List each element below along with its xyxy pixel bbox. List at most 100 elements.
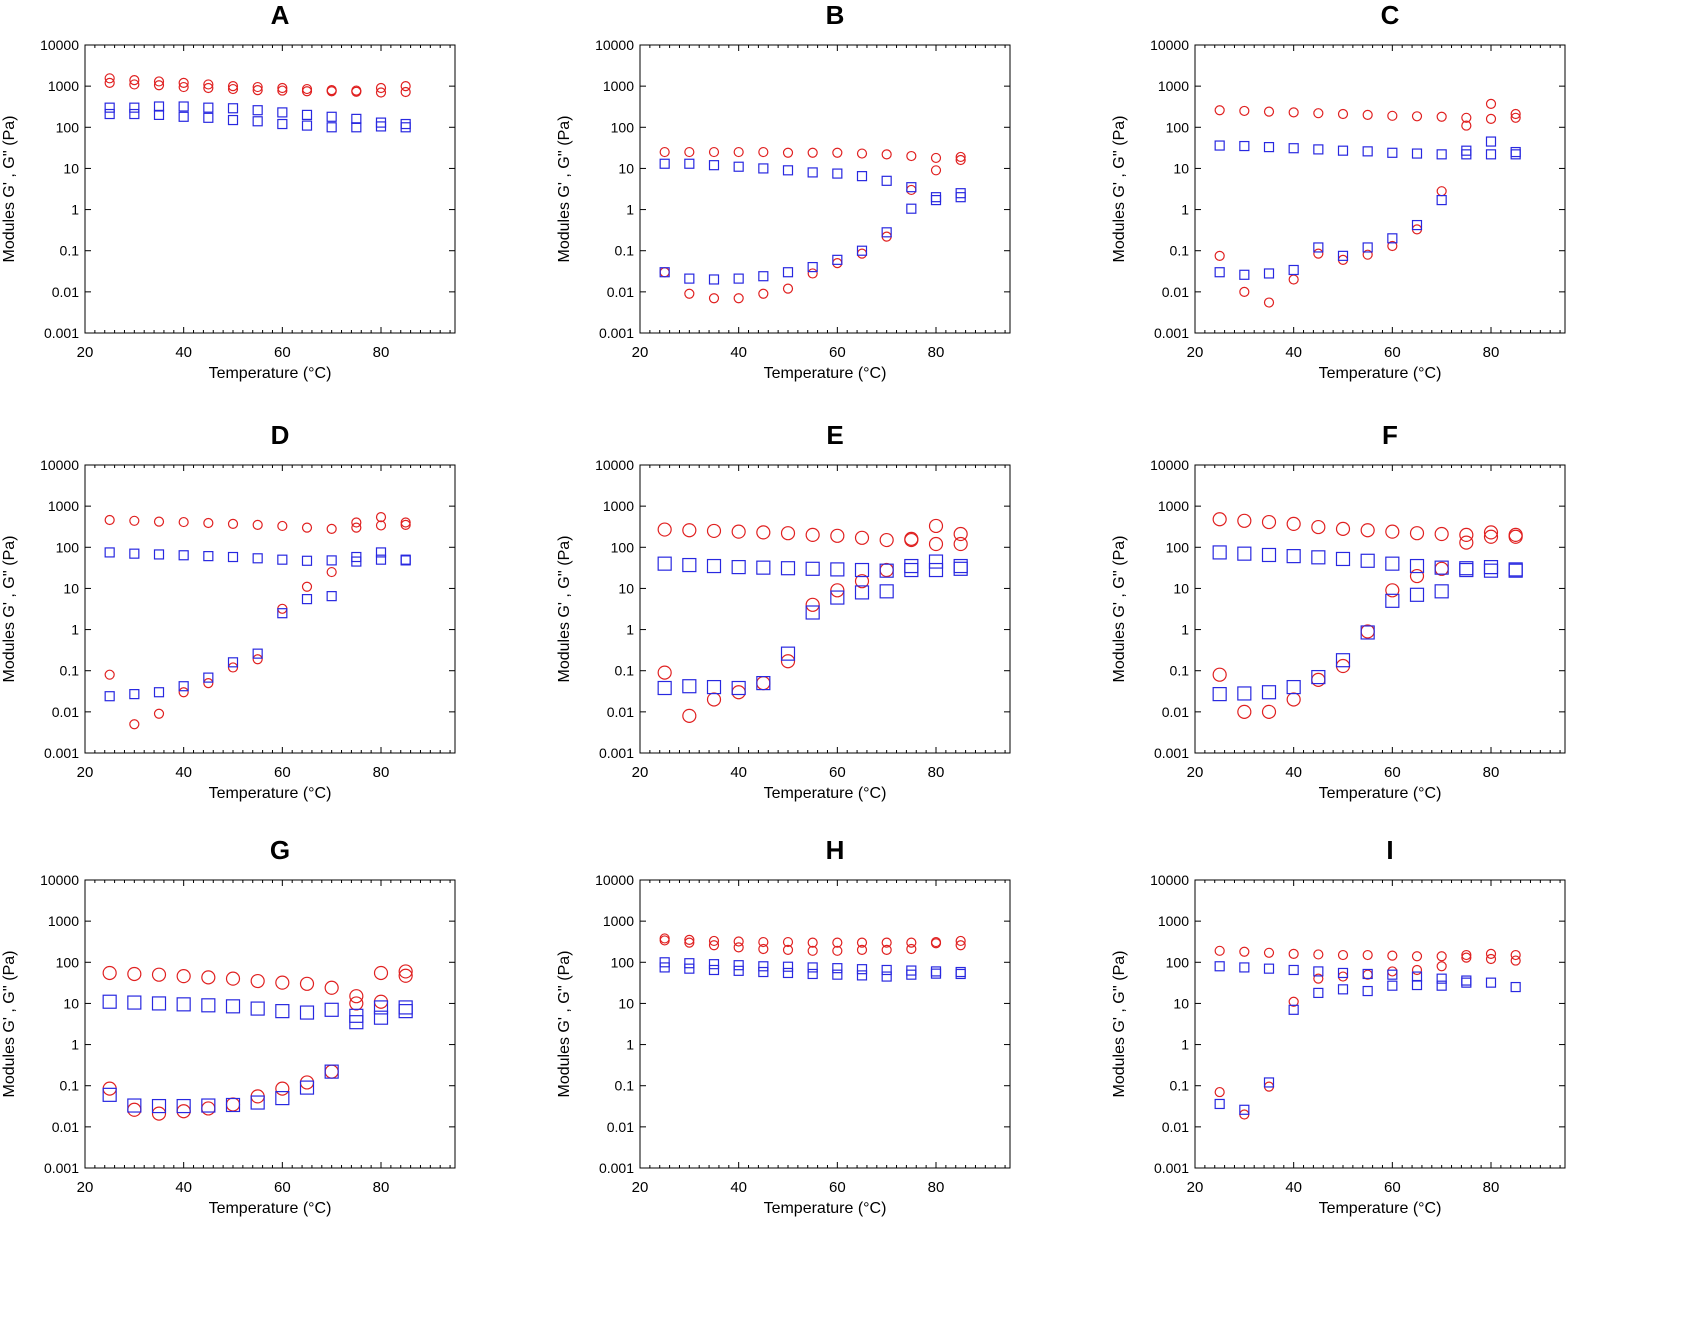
g-double-prime-point: [832, 969, 843, 980]
y-tick-label: 0.001: [44, 1160, 79, 1176]
g-prime-point: [1510, 955, 1521, 966]
g-double-prime-point: [953, 558, 968, 574]
y-tick-label: 0.1: [60, 663, 80, 679]
y-tick-label: 1: [626, 1037, 634, 1053]
x-tick-label: 20: [632, 764, 649, 781]
g-double-prime-point: [731, 559, 746, 575]
g-double-prime-point: [930, 192, 942, 203]
g-double-prime-point: [782, 267, 794, 278]
g-prime-point: [398, 964, 413, 979]
g-double-prime-point: [201, 1098, 216, 1113]
g-double-prime-point: [1313, 966, 1324, 977]
g-prime-point: [1510, 108, 1521, 120]
x-tick-label: 40: [175, 764, 192, 781]
g-double-prime-point: [351, 113, 362, 124]
g-prime-point: [375, 87, 387, 98]
g-prime-point: [178, 81, 189, 93]
g-prime-point: [1214, 1086, 1225, 1098]
g-prime-point: [129, 515, 140, 526]
g-double-prime-point: [856, 970, 868, 981]
g-prime-point: [1387, 240, 1398, 252]
g-double-prime-point: [129, 689, 140, 700]
g-prime-point: [129, 75, 140, 86]
g-double-prime-point: [1337, 967, 1349, 979]
g-double-prime-point: [1434, 560, 1449, 575]
g-double-prime-point: [807, 167, 818, 178]
g-prime-point: [807, 147, 818, 158]
g-prime-point: [178, 516, 189, 528]
g-prime-point: [708, 293, 720, 304]
y-tick-label: 0.001: [1154, 745, 1189, 761]
y-tick-label: 10000: [40, 457, 79, 473]
g-double-prime-point: [854, 585, 870, 600]
y-axis-label: Modules G' , G'' (Pa): [1111, 116, 1128, 263]
g-double-prime-point: [250, 1001, 265, 1016]
g-double-prime-point: [832, 168, 843, 179]
g-prime-point: [127, 1102, 142, 1117]
g-prime-point: [1313, 949, 1324, 960]
g-double-prime-point: [1286, 679, 1301, 695]
g-prime-point: [1411, 111, 1423, 122]
y-tick-label: 0.01: [52, 704, 79, 720]
g-double-prime-point: [1288, 143, 1299, 154]
g-prime-point: [1510, 949, 1521, 961]
g-double-prime-point: [881, 971, 892, 982]
g-prime-point: [955, 940, 966, 951]
g-double-prime-point: [684, 963, 695, 974]
x-tick-label: 80: [928, 764, 945, 781]
g-prime-point: [1411, 951, 1423, 962]
g-double-prime-point: [398, 1004, 413, 1019]
g-prime-point: [906, 937, 917, 948]
g-prime-point: [904, 531, 919, 546]
g-prime-point: [326, 566, 337, 578]
y-axis-label: Modules G' , G'' (Pa): [556, 536, 573, 683]
g-prime-point: [706, 692, 722, 707]
g-double-prime-point: [373, 1000, 389, 1015]
g-double-prime-point: [275, 1004, 290, 1019]
g-double-prime-point: [375, 117, 387, 128]
g-double-prime-point: [129, 548, 140, 559]
g-double-prime-point: [351, 122, 362, 133]
g-double-prime-point: [1387, 980, 1398, 991]
x-tick-label: 60: [829, 344, 846, 361]
g-double-prime-point: [830, 590, 845, 605]
g-prime-point: [682, 523, 697, 538]
g-prime-point: [1436, 951, 1447, 962]
g-double-prime-point: [1311, 550, 1326, 565]
g-double-prime-point: [227, 657, 239, 668]
y-axis-label: Modules G' , G'' (Pa): [1, 536, 18, 683]
g-prime-point: [1239, 286, 1250, 297]
g-double-prime-point: [881, 964, 892, 976]
g-prime-point: [1436, 111, 1447, 122]
panel-c: C 20 40 60 80 0.001 0.01 0.1 1 10 100 1000 10000 Temp…: [1110, 0, 1670, 440]
g-prime-point: [1263, 106, 1275, 117]
g-prime-point: [906, 184, 917, 196]
g-prime-point: [225, 971, 241, 986]
g-prime-point: [832, 937, 843, 948]
x-tick-label: 20: [1187, 1179, 1204, 1196]
g-double-prime-point: [854, 562, 870, 578]
g-prime-point: [706, 523, 722, 539]
g-double-prime-point: [277, 118, 288, 130]
g-double-prime-point: [127, 995, 142, 1010]
plot-frame: [1194, 464, 1566, 754]
g-double-prime-point: [832, 963, 843, 974]
g-prime-point: [277, 85, 288, 96]
g-prime-point: [349, 996, 364, 1011]
x-tick-label: 60: [274, 1179, 291, 1196]
g-prime-point: [756, 525, 771, 540]
y-tick-label: 0.01: [1162, 704, 1189, 720]
g-prime-point: [684, 288, 695, 299]
g-double-prime-point: [349, 1015, 364, 1030]
g-prime-point: [375, 512, 387, 523]
g-double-prime-point: [1335, 653, 1351, 668]
g-prime-point: [906, 943, 917, 955]
g-prime-point: [104, 73, 115, 84]
y-tick-label: 1: [626, 202, 634, 218]
y-axis-label: Modules G' , G'' (Pa): [1, 951, 18, 1098]
g-double-prime-point: [733, 960, 744, 971]
g-prime-point: [225, 1097, 241, 1112]
g-prime-point: [854, 530, 870, 545]
g-double-prime-point: [733, 161, 744, 172]
g-prime-point: [659, 267, 670, 278]
